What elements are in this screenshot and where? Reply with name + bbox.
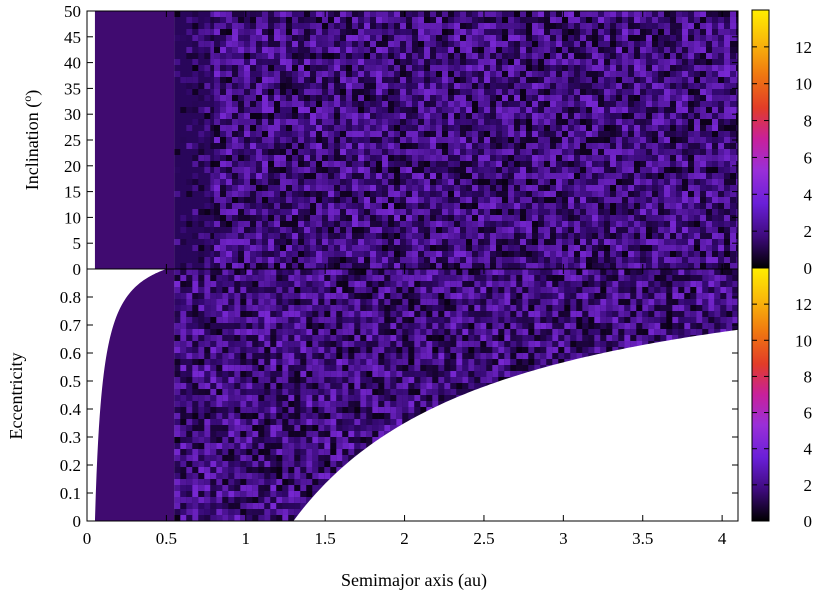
colorbar-tick-label: 0 <box>804 259 813 278</box>
colorbar-tick-label: 12 <box>795 295 812 314</box>
semimajor-tick-label: 2.5 <box>473 529 494 548</box>
eccentricity-density-map <box>87 269 738 521</box>
eccentricity-axis-label: Eccentricity <box>6 353 26 440</box>
eccentricity-y-ticks: 0 0.1 0.2 0.3 0.4 0.5 0.6 0.7 0.8 <box>60 288 738 531</box>
semimajor-x-ticks: 0 0.5 1 1.5 2 2.5 3 3.5 4 <box>83 11 727 548</box>
colorbar-top-ticks: 0 2 4 6 8 10 12 <box>752 38 813 278</box>
inclination-tick-label: 30 <box>64 105 81 124</box>
colorbar-tick-label: 8 <box>804 367 813 386</box>
inclination-y-ticks: 0 5 10 15 20 25 30 35 40 45 50 <box>64 2 738 279</box>
colorbar-bottom-gradient <box>751 267 770 522</box>
colorbar-tick-label: 4 <box>804 185 813 204</box>
eccentricity-tick-label: 0.2 <box>60 456 81 475</box>
semimajor-tick-label: 0 <box>83 529 92 548</box>
colorbar-tick-label: 12 <box>795 38 812 57</box>
eccentricity-tick-label: 0.3 <box>60 428 81 447</box>
inclination-panel: 0 5 10 15 20 25 30 35 40 45 50 Inclination (o) <box>20 2 739 279</box>
inclination-density-region <box>214 11 738 269</box>
semimajor-tick-label: 1.5 <box>315 529 336 548</box>
colorbar-tick-label: 4 <box>804 440 813 459</box>
inclination-tick-label: 20 <box>64 157 81 176</box>
colorbar-bottom: 0 2 4 6 8 10 12 <box>751 267 813 531</box>
inclination-tick-label: 15 <box>64 183 81 202</box>
colorbar-tick-label: 10 <box>795 75 812 94</box>
forbidden-region-lower <box>293 329 738 521</box>
inclination-tick-label: 10 <box>64 208 81 227</box>
semimajor-axis-label: Semimajor axis (au) <box>341 570 487 591</box>
eccentricity-tick-label: 0.6 <box>60 344 81 363</box>
inclination-axis-label: Inclination (o) <box>20 90 43 190</box>
colorbar-tick-label: 8 <box>804 112 813 131</box>
colorbar-tick-label: 0 <box>804 512 813 531</box>
colorbar-top: 0 2 4 6 8 10 12 <box>751 9 813 278</box>
eccentricity-panel: 0 0.1 0.2 0.3 0.4 0.5 0.6 0.7 0.8 0 0.5 1 1.5 2 2.5 3 3… <box>6 11 739 591</box>
colorbar-bottom-ticks: 0 2 4 6 8 10 12 <box>752 295 813 531</box>
colorbar-top-gradient <box>751 9 770 269</box>
semimajor-tick-label: 4 <box>718 529 727 548</box>
colorbar-tick-label: 2 <box>804 222 813 241</box>
semimajor-tick-label: 1 <box>242 529 251 548</box>
colorbar-tick-label: 2 <box>804 476 813 495</box>
eccentricity-panel-frame <box>86 268 739 522</box>
inclination-tick-label: 0 <box>73 260 82 279</box>
semimajor-tick-label: 2 <box>400 529 409 548</box>
colorbar-tick-label: 10 <box>795 331 812 350</box>
inclination-tick-label: 45 <box>64 28 81 47</box>
eccentricity-tick-label: 0.5 <box>60 372 81 391</box>
eccentricity-tick-label: 0.1 <box>60 484 81 503</box>
inclination-tick-label: 35 <box>64 79 81 98</box>
colorbar-tick-label: 6 <box>804 404 813 423</box>
forbidden-region-upper <box>87 269 245 521</box>
inclination-tick-label: 40 <box>64 54 81 73</box>
colorbar-tick-label: 6 <box>804 148 813 167</box>
degree-superscript: o <box>20 96 34 102</box>
semimajor-tick-label: 3.5 <box>632 529 653 548</box>
eccentricity-tick-label: 0 <box>73 512 82 531</box>
inclination-tick-label: 5 <box>73 234 82 253</box>
semimajor-tick-label: 3 <box>559 529 568 548</box>
eccentricity-tick-label: 0.4 <box>60 400 82 419</box>
inclination-tick-label: 50 <box>64 2 81 21</box>
inclination-density-region <box>174 11 217 269</box>
inclination-density-map <box>94 11 738 269</box>
inclination-density-region <box>94 11 175 269</box>
eccentricity-tick-label: 0.8 <box>60 288 81 307</box>
eccentricity-tick-label: 0.7 <box>60 316 82 335</box>
inclination-tick-label: 25 <box>64 131 81 150</box>
semimajor-tick-label: 0.5 <box>156 529 177 548</box>
